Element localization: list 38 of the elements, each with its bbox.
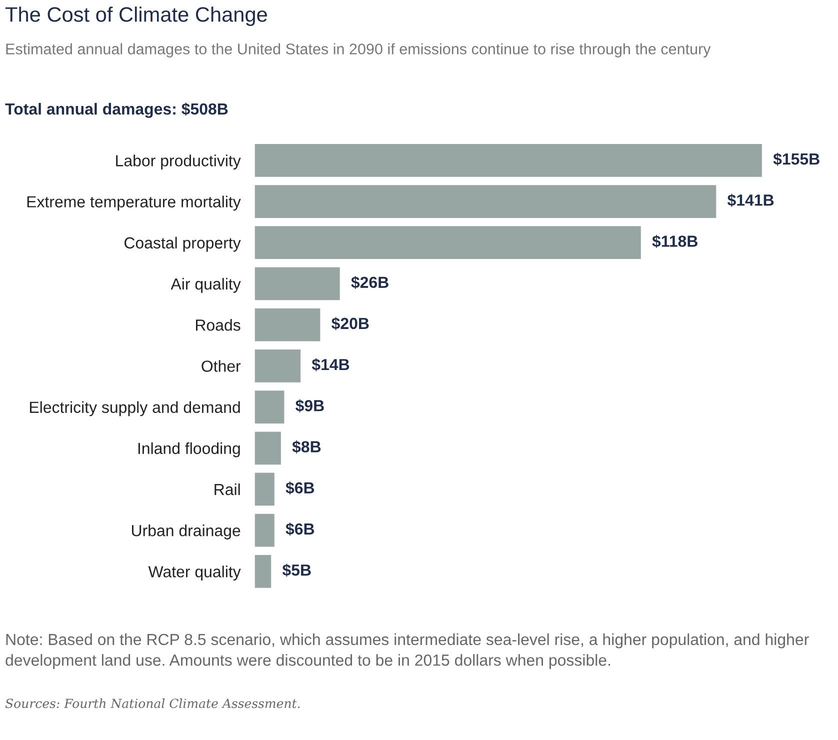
data-label: $20B — [332, 317, 369, 330]
data-label: $26B — [351, 276, 388, 290]
bar — [254, 144, 762, 177]
data-label: $6B — [286, 522, 314, 536]
y-tick-label: Inland flooding — [138, 442, 240, 458]
bar — [254, 226, 641, 260]
bar — [254, 432, 281, 465]
data-label: $9B — [296, 399, 324, 412]
bar — [254, 514, 274, 547]
data-label: $141B — [727, 194, 774, 207]
bar — [254, 308, 320, 342]
data-label: $5B — [282, 564, 311, 577]
y-tick-label: Coastal property — [124, 236, 241, 252]
y-tick-label: Labor productivity — [116, 154, 241, 170]
y-tick-label: Air quality — [170, 278, 241, 293]
bar — [254, 185, 716, 218]
text: Note: Based on the RCP 8.5 scenario, which assumes intermediate sea-level rise, a higher population, and higher development land use. Amounts were discounted to be in 2015 dollars when possible. — [6, 633, 809, 669]
chart-subtitle: Estimated annual damages to the United States in 2090 if emissions continue to rise through the century — [6, 43, 711, 58]
bar — [254, 390, 284, 424]
data-label: $14B — [312, 358, 350, 372]
source-note: Sources: Fourth National Climate Assessment. — [5, 698, 300, 708]
data-label: $6B — [286, 482, 314, 495]
y-tick-label: Extreme temperature mortality — [27, 196, 241, 211]
y-tick-label: Rail — [214, 483, 240, 496]
bar — [254, 267, 340, 300]
y-tick-label: Roads — [196, 319, 240, 331]
bar — [254, 472, 274, 506]
data-label: $8B — [292, 440, 321, 454]
bar — [254, 349, 301, 382]
y-tick-label: Water quality — [148, 566, 241, 581]
y-tick-label: Other — [202, 360, 241, 372]
bar — [254, 555, 272, 588]
data-label: $118B — [652, 234, 698, 248]
y-tick-label: Urban drainage — [132, 524, 240, 540]
y-tick-label: Electricity supply and demand — [30, 401, 240, 416]
chart-title: The Cost of Climate Change — [5, 6, 267, 26]
text: Total annual damages: $508B — [5, 102, 228, 118]
data-label: $155B — [773, 152, 820, 166]
